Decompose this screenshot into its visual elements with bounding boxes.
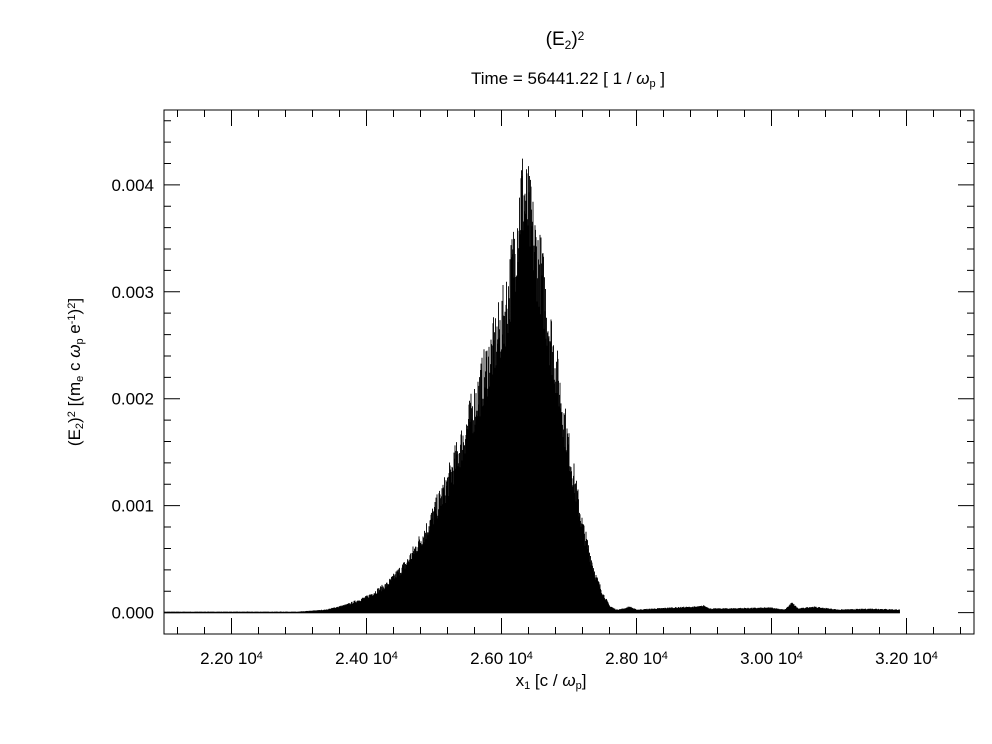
x-tick-label: 2.20 104: [200, 649, 263, 668]
y-tick-label: 0.004: [111, 176, 154, 195]
y-tick-label: 0.001: [111, 497, 154, 516]
chart-subtitle: Time = 56441.22 [ 1 / ωp ]: [471, 69, 665, 90]
axis-ticks: [164, 110, 974, 635]
tick-marks: [164, 110, 974, 635]
y-tick-label: 0.000: [111, 604, 154, 623]
x-tick-label: 2.40 104: [335, 649, 398, 668]
x-tick-label: 3.00 104: [740, 649, 803, 668]
signal-trace: [163, 158, 900, 614]
x-tick-label: 2.60 104: [470, 649, 533, 668]
x-axis-title: x1 [c / ωp]: [516, 671, 587, 692]
x-tick-label: 3.20 104: [875, 649, 938, 668]
y-tick-label: 0.003: [111, 283, 154, 302]
chart-title: (E2)2: [546, 29, 585, 52]
plot-frame: [163, 109, 975, 635]
tick-labels: 2.20 104 2.40 104 2.60 104 2.80 104 3.00 104…: [111, 176, 937, 668]
y-axis-title: (E2)2 [(me c ωp e-1)2]: [65, 298, 86, 446]
y-tick-label: 0.002: [111, 390, 154, 409]
x-tick-label: 2.80 104: [605, 649, 668, 668]
data-area: [163, 158, 900, 614]
